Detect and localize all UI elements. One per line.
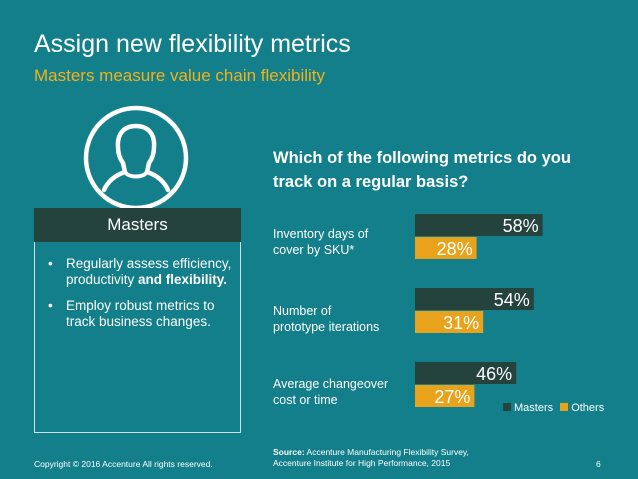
data-label: 46% xyxy=(476,364,512,384)
copyright-text: Copyright © 2016 Accenture All rights re… xyxy=(34,459,213,469)
bar-masters xyxy=(415,214,543,236)
bullet-text: Employ robust metrics to track business … xyxy=(66,298,215,329)
page-number: 6 xyxy=(596,459,601,469)
bar-others xyxy=(415,311,484,333)
panel-bullets: Regularly assess efficiency, productivit… xyxy=(48,256,234,340)
legend-swatch-others xyxy=(560,403,569,411)
legend-label-masters: Masters xyxy=(514,402,554,414)
bar-others xyxy=(415,385,475,407)
legend-swatch-masters xyxy=(503,403,511,411)
slide-title: Assign new flexibility metrics xyxy=(34,30,351,58)
bullet-item: Regularly assess efficiency, productivit… xyxy=(48,256,234,288)
chart-title: Which of the following metrics do you tr… xyxy=(273,149,571,191)
legend-label-others: Others xyxy=(571,402,605,414)
category-label: Inventory days of cover by SKU* xyxy=(273,227,369,257)
bullet-text: Regularly assess efficiency, productivit… xyxy=(66,256,232,287)
source-note: Source: Accenture Manufacturing Flexibil… xyxy=(273,447,469,468)
category-label: Number of prototype iterations xyxy=(273,304,380,334)
category-label: Average changeover cost or time xyxy=(273,377,389,407)
bar-masters xyxy=(415,362,517,384)
bar-others xyxy=(415,237,477,259)
slide-subtitle: Masters measure value chain flexibility xyxy=(34,66,326,85)
data-label: 27% xyxy=(434,387,470,407)
bullet-item: Employ robust metrics to track business … xyxy=(48,298,234,330)
chart-legend: Masters Others xyxy=(503,402,604,414)
bar-masters xyxy=(415,288,534,310)
data-label: 54% xyxy=(494,290,530,310)
data-label: 28% xyxy=(437,239,473,259)
data-label: 31% xyxy=(443,313,479,333)
panel-header: Masters xyxy=(34,208,241,242)
data-label: 58% xyxy=(503,216,539,236)
bullet-bold-text: and flexibility. xyxy=(138,272,228,287)
